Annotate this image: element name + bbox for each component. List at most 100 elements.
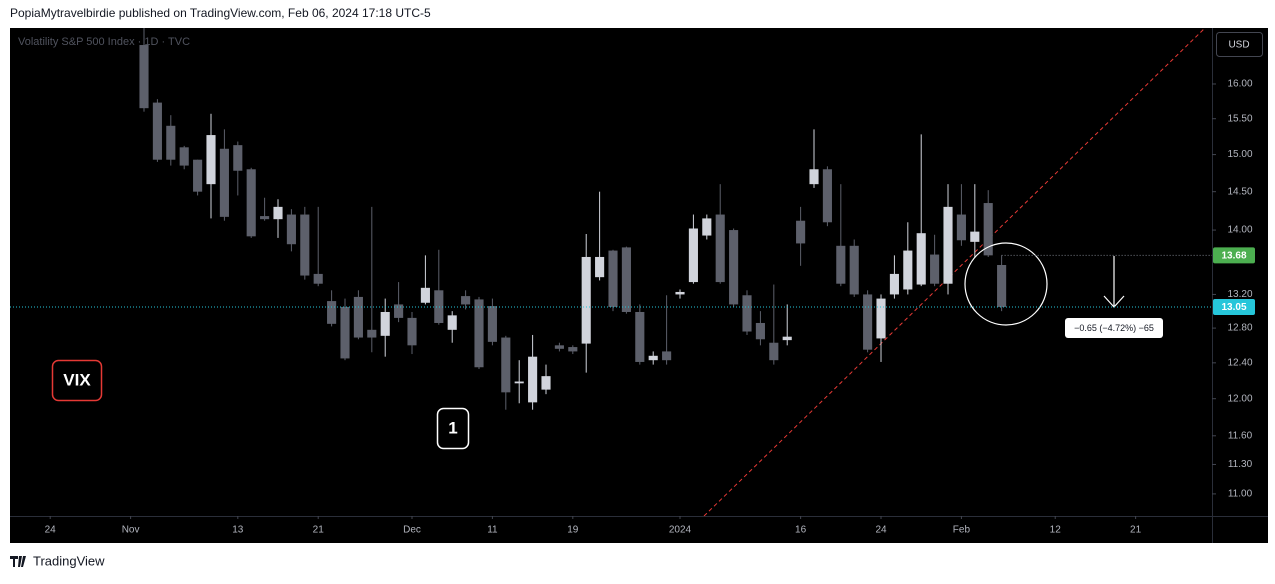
candle-body: [742, 295, 752, 332]
candle-body: [166, 125, 176, 160]
y-tick-label: 16.00: [1227, 79, 1252, 90]
wave-badge: [436, 407, 470, 450]
candle-body: [755, 322, 765, 340]
price-label: 13.05: [1221, 302, 1246, 313]
candle-body: [528, 356, 538, 403]
y-tick-label: 15.50: [1227, 113, 1252, 124]
candle-body: [260, 216, 270, 220]
candle-body: [702, 218, 712, 236]
candle-body: [286, 214, 296, 245]
candle-body: [139, 45, 149, 109]
candle-body: [340, 306, 350, 359]
symbol-label: VIX: [63, 370, 91, 389]
candle-body: [943, 206, 953, 284]
candle-body: [809, 169, 819, 185]
candle-body: [434, 290, 444, 323]
candle-body: [179, 147, 189, 166]
highlight-circle: [964, 242, 1048, 326]
x-tick-label: 11: [487, 525, 498, 536]
x-tick-label: 13: [232, 525, 244, 536]
candle-body: [367, 329, 377, 338]
candle-body: [394, 304, 404, 318]
candle-body: [715, 214, 725, 283]
x-tick-label: 21: [1130, 525, 1142, 536]
candle-body: [782, 336, 792, 341]
price-label-box: [1213, 247, 1255, 264]
candle-body: [206, 135, 216, 185]
x-tick-label: 24: [45, 525, 57, 536]
candle-body: [501, 337, 511, 393]
y-tick-label: 15.00: [1227, 149, 1252, 160]
candle-body: [461, 296, 471, 305]
candle-body: [407, 317, 417, 346]
candle-body: [246, 169, 256, 237]
x-tick-label: Feb: [953, 525, 971, 536]
header: PopiaMytravelbirdie published on Trading…: [10, 6, 431, 20]
candle-body: [541, 376, 551, 390]
y-tick-label: 12.80: [1227, 323, 1252, 334]
candle-body: [621, 247, 631, 312]
y-tick-label: 11.60: [1228, 430, 1253, 441]
candle-body: [688, 228, 698, 283]
candle-body: [193, 159, 203, 192]
candle-body: [635, 311, 645, 362]
chart-background: [10, 28, 1268, 543]
candle-body: [889, 273, 899, 295]
candle-body: [300, 214, 310, 276]
candle-body: [903, 250, 913, 290]
candle-body: [233, 145, 243, 171]
symbol-title: Volatility S&P 500 Index · 1D · TVC: [18, 36, 190, 48]
candle-body: [608, 250, 618, 307]
x-tick-label: 21: [313, 525, 325, 536]
x-tick-label: 12: [1050, 525, 1062, 536]
y-tick-label: 14.50: [1227, 186, 1252, 197]
candle-body: [997, 264, 1007, 307]
y-tick-label: 11.00: [1228, 489, 1253, 500]
x-tick-label: 24: [875, 525, 887, 536]
candle-body: [836, 245, 846, 284]
candle-body: [675, 291, 685, 295]
x-tick-label: 2024: [669, 525, 692, 536]
candle-body: [474, 299, 484, 368]
candle-body: [273, 206, 283, 220]
candle-body: [420, 287, 430, 303]
candle-body: [554, 345, 564, 349]
change-label: −0.65 (−4.72%) −65: [1074, 323, 1154, 333]
candle-body: [447, 315, 457, 330]
currency: USD: [1228, 40, 1249, 51]
x-tick-label: Nov: [122, 525, 140, 536]
candle-body: [313, 273, 323, 284]
y-tick-label: 11.30: [1228, 459, 1253, 470]
currency-box[interactable]: [1216, 32, 1263, 57]
candle-body: [581, 256, 591, 344]
symbol-badge: [51, 359, 103, 402]
candle-body: [487, 306, 497, 342]
candle-body: [353, 296, 363, 338]
candle-body: [769, 342, 779, 361]
candle-body: [970, 231, 980, 242]
change-box: [1065, 318, 1163, 338]
candle-body: [380, 311, 390, 336]
candle-body: [956, 214, 966, 241]
candle-body: [662, 351, 672, 361]
y-tick-label: 12.00: [1227, 393, 1252, 404]
candle-body: [983, 203, 993, 256]
candle-body: [796, 220, 806, 244]
candle-body: [514, 381, 524, 384]
candle-body: [648, 355, 658, 361]
candle-body: [863, 294, 873, 350]
price-label: 13.68: [1221, 251, 1246, 262]
candle-body: [876, 298, 886, 339]
candle-body: [930, 254, 940, 284]
footer-logo: [10, 556, 26, 567]
trend-line: [703, 28, 1206, 516]
price-label-box: [1213, 298, 1255, 315]
footer-brand: TradingView: [33, 553, 105, 568]
x-tick-label: Dec: [403, 525, 421, 536]
candle-body: [729, 230, 739, 305]
wave-label: 1: [448, 418, 457, 437]
candle-body: [595, 256, 605, 278]
y-tick-label: 14.00: [1227, 225, 1252, 236]
